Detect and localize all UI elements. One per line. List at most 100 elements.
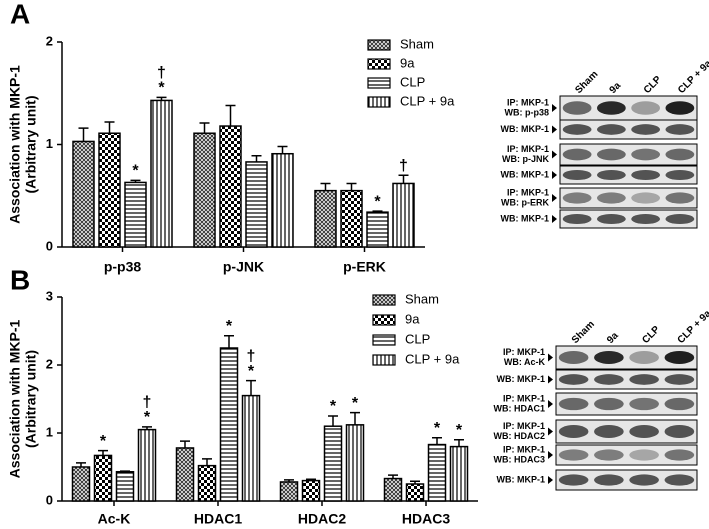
row-label: IP: MKP-1	[507, 144, 549, 154]
blot-band	[596, 124, 626, 135]
bar	[193, 132, 216, 248]
y-axis-label: Association with MKP-1	[7, 65, 23, 224]
blot-band	[594, 474, 624, 486]
blot-band	[629, 374, 659, 385]
blot-band	[596, 101, 626, 115]
error-bar	[76, 462, 86, 467]
bar	[301, 479, 321, 502]
error-bar	[246, 379, 256, 396]
bar	[345, 424, 365, 502]
legend-label: 9a	[400, 55, 415, 70]
y-tick-label: 0	[46, 492, 53, 507]
bar	[115, 471, 135, 502]
blot-band	[558, 374, 589, 385]
lane-label: Sham	[573, 69, 600, 96]
error-bar	[284, 479, 294, 482]
row-label: WB: p-p38	[505, 107, 550, 117]
blot-band	[665, 192, 695, 204]
legend-label: 9a	[405, 311, 420, 326]
error-bar	[306, 478, 316, 481]
y-tick-label: 1	[46, 136, 53, 151]
significance-mark: *	[132, 163, 139, 180]
blot-band	[664, 449, 695, 461]
bar	[98, 132, 121, 248]
bar	[72, 140, 95, 248]
lane-label: CLP	[642, 74, 664, 96]
blot-strip	[555, 469, 698, 491]
blot-band	[664, 351, 695, 364]
row-label: IP: MKP-1	[503, 421, 545, 431]
blot-band	[629, 449, 659, 461]
blot-band	[665, 101, 695, 115]
row-label: IP: MKP-1	[503, 347, 545, 357]
significance-mark: *	[158, 80, 165, 97]
lane-label: 9a	[605, 330, 621, 346]
blot-band	[664, 474, 695, 486]
row-arrow	[552, 171, 557, 179]
legend-swatch	[372, 354, 396, 366]
row-arrow	[552, 215, 557, 223]
row-arrow	[548, 451, 553, 459]
significance-mark: *	[330, 398, 337, 415]
row-label: WB: Ac-K	[504, 357, 546, 367]
blot-band	[665, 213, 695, 225]
legend-label: CLP	[400, 74, 425, 89]
row-label: WB: HDAC1	[494, 403, 546, 413]
blot-band	[596, 213, 626, 225]
legend-swatch	[367, 77, 391, 89]
row-label: WB: HDAC2	[494, 431, 546, 441]
lane-label: CLP	[640, 324, 662, 346]
blot-band	[558, 351, 589, 364]
x-tick-label: p-p38	[104, 259, 142, 275]
error-bar	[224, 335, 234, 348]
blot-strip	[555, 419, 698, 444]
error-bar	[398, 174, 409, 184]
bar	[124, 181, 147, 248]
bar	[197, 464, 217, 502]
legend-swatch	[372, 334, 396, 346]
row-arrow	[548, 476, 553, 484]
error-bar	[130, 179, 141, 183]
blot-band	[629, 474, 659, 486]
significance-mark: †	[157, 65, 166, 82]
bar	[427, 443, 447, 502]
error-bar	[346, 182, 357, 191]
error-bar	[277, 145, 288, 154]
blot-band	[596, 148, 626, 161]
bar	[71, 466, 91, 502]
row-label: IP: MKP-1	[503, 444, 545, 454]
bar	[340, 189, 363, 248]
error-bar	[225, 104, 236, 127]
error-bar	[410, 480, 420, 484]
bar	[279, 481, 299, 502]
error-bar	[78, 127, 89, 142]
bar	[271, 152, 294, 248]
blot-band	[631, 124, 661, 135]
bar	[405, 483, 425, 502]
row-label: WB: MKP-1	[501, 169, 550, 179]
bar	[314, 189, 337, 248]
error-bar	[156, 96, 167, 101]
blot-strip	[555, 392, 698, 416]
error-bar	[120, 470, 130, 472]
blot-strip	[559, 119, 698, 140]
panel-letter: A	[10, 0, 30, 29]
panel-letter: B	[10, 264, 30, 295]
blot-band	[665, 169, 695, 181]
blot-band	[562, 101, 592, 115]
blot-band	[562, 148, 592, 161]
row-label: IP: MKP-1	[503, 393, 545, 403]
blot-band	[594, 425, 624, 438]
y-axis-label: (Arbitrary unit)	[23, 350, 39, 448]
error-bar	[454, 439, 464, 447]
legend-swatch	[367, 39, 391, 51]
error-bar	[98, 449, 108, 456]
y-tick-label: 0	[46, 238, 53, 253]
row-label: IP: MKP-1	[507, 97, 549, 107]
blot-band	[631, 192, 661, 204]
row-label: WB: MKP-1	[497, 374, 546, 384]
significance-mark: †	[143, 394, 152, 411]
blot-band	[558, 425, 589, 438]
legend-label: CLP + 9a	[400, 93, 455, 108]
